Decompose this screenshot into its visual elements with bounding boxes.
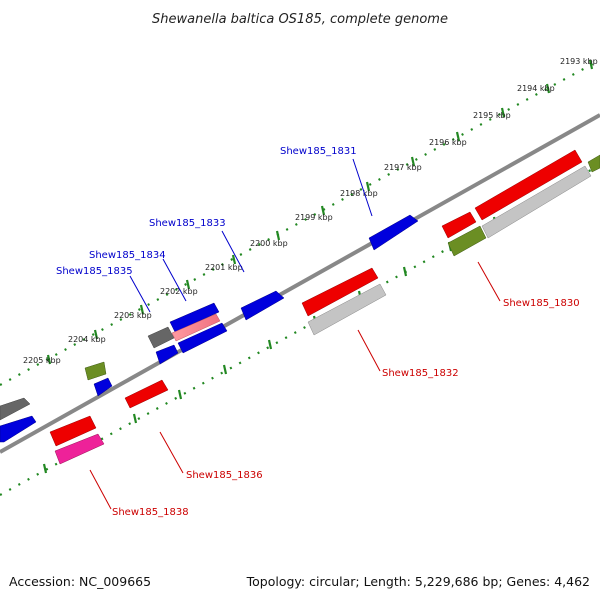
- gene-label[interactable]: Shew185_1831: [280, 146, 357, 157]
- gene-arrow[interactable]: [49, 415, 97, 447]
- gene-arrow[interactable]: [93, 377, 113, 397]
- gene-arrow[interactable]: [447, 225, 487, 257]
- gene-arrow[interactable]: [441, 211, 477, 239]
- genome-summary-text: Topology: circular; Length: 5,229,686 bp…: [246, 574, 590, 589]
- gene-arrow[interactable]: [155, 344, 179, 365]
- outer-major-ticks: [46, 59, 594, 365]
- accession-text: Accession: NC_009665: [9, 574, 151, 589]
- gene-arrow[interactable]: [124, 379, 169, 409]
- gene-label[interactable]: Shew185_1832: [382, 368, 459, 379]
- gene-arrow[interactable]: [481, 165, 592, 239]
- gene-arrow[interactable]: [0, 397, 31, 421]
- gene-labels: Shew185_1831 Shew185_1833 Shew185_1834 S…: [56, 146, 580, 518]
- gene-label[interactable]: Shew185_1836: [186, 470, 263, 481]
- scale-label: 2194 kbp: [517, 84, 555, 93]
- outer-tick-track: [0, 59, 600, 386]
- scale-label: 2202 kbp: [160, 287, 198, 296]
- genome-axis: [0, 113, 600, 454]
- gene-arrow[interactable]: [240, 290, 285, 321]
- gene-label[interactable]: Shew185_1835: [56, 266, 133, 277]
- scale-label: 2196 kbp: [429, 138, 467, 147]
- scale-labels: 2193 kbp 2194 kbp 2195 kbp 2196 kbp 2197…: [23, 57, 598, 365]
- forward-genes: [0, 214, 419, 443]
- gene-arrow[interactable]: [171, 313, 221, 342]
- scale-label: 2193 kbp: [560, 57, 598, 66]
- gene-arrow[interactable]: [587, 154, 600, 173]
- scale-label: 2198 kbp: [340, 189, 378, 198]
- gene-arrow[interactable]: [307, 283, 387, 336]
- gene-arrow[interactable]: [147, 326, 175, 349]
- gene-label[interactable]: Shew185_1833: [149, 218, 226, 229]
- gene-arrow[interactable]: [177, 322, 228, 354]
- scale-label: 2199 kbp: [295, 213, 333, 222]
- gene-arrow[interactable]: [84, 361, 107, 381]
- gene-arrow[interactable]: [0, 415, 37, 443]
- scale-label: 2195 kbp: [473, 111, 511, 120]
- scale-label: 2203 kbp: [114, 311, 152, 320]
- gene-label[interactable]: Shew185_1830: [503, 298, 580, 309]
- gene-arrow[interactable]: [474, 149, 583, 221]
- scale-label: 2204 kbp: [68, 335, 106, 344]
- leader-lines: [89, 158, 501, 510]
- scale-label: 2205 kbp: [23, 356, 61, 365]
- gene-arrow[interactable]: [54, 433, 105, 465]
- gene-arrow[interactable]: [301, 267, 379, 317]
- gene-label[interactable]: Shew185_1834: [89, 250, 166, 261]
- gene-arrow[interactable]: [368, 214, 419, 251]
- scale-label: 2201 kbp: [205, 263, 243, 272]
- scale-label: 2200 kbp: [250, 239, 288, 248]
- map-title: Shewanella baltica OS185, complete genom…: [152, 12, 448, 27]
- scale-label: 2197 kbp: [384, 163, 422, 172]
- gene-label[interactable]: Shew185_1838: [112, 507, 189, 518]
- reverse-genes: [49, 149, 600, 465]
- gene-arrow[interactable]: [169, 302, 220, 333]
